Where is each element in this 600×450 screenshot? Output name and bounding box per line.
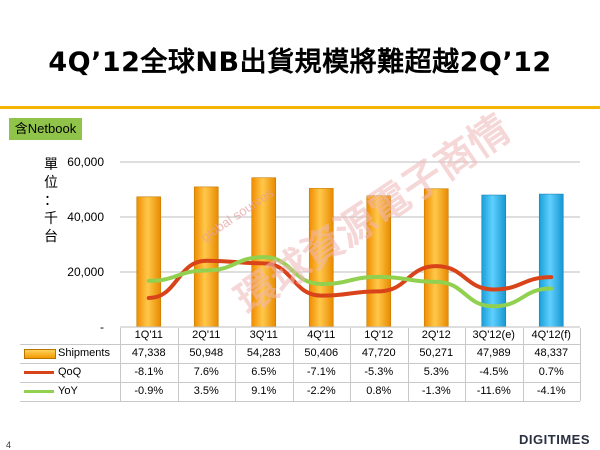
netbook-badge: 含Netbook xyxy=(9,118,82,140)
table-rule xyxy=(292,328,294,401)
data-label: 50,406 xyxy=(304,347,339,359)
legend-label: YoY xyxy=(58,385,78,397)
data-label: 9.1% xyxy=(251,385,277,397)
table-rule xyxy=(522,328,524,401)
shipments-bar xyxy=(136,196,162,328)
table-rule xyxy=(465,328,466,401)
data-label: -0.9% xyxy=(134,385,164,397)
legend-swatch-line xyxy=(24,390,54,393)
table-rule xyxy=(20,401,580,402)
table-rule xyxy=(580,328,581,401)
data-label: -8.1% xyxy=(134,366,164,378)
shipments-chart: 60,000 40,000 20,000 - xyxy=(67,155,580,334)
y-tick-label: 60,000 xyxy=(67,155,104,169)
legend-label: QoQ xyxy=(58,366,82,378)
shipments-bar xyxy=(193,186,219,328)
data-label: -1.3% xyxy=(421,385,451,397)
table-row: QoQ -8.1% 7.6% 6.5% -7.1% -5.3% 5.3% -4.5% 0.7% xyxy=(20,363,580,381)
data-label: -5.3% xyxy=(364,366,394,378)
table-rule xyxy=(20,344,580,345)
data-label: -4.5% xyxy=(479,366,509,378)
unit-label: 單位 ： 千台 xyxy=(43,156,59,246)
unit-char: 千 xyxy=(44,211,58,227)
table-rule xyxy=(20,382,580,383)
page-number: 4 xyxy=(6,440,12,450)
legend-swatch-bar xyxy=(24,349,56,359)
legend-entry: YoY xyxy=(20,382,140,400)
table-row: YoY -0.9% 3.5% 9.1% -2.2% 0.8% -1.3% -11.6% -4.1… xyxy=(20,382,580,400)
data-label: 47,989 xyxy=(476,347,511,359)
data-label: -7.1% xyxy=(306,366,336,378)
y-tick-label: - xyxy=(100,320,104,334)
unit-char: ： xyxy=(44,193,58,209)
data-label: 5.3% xyxy=(423,366,449,378)
shipments-bar xyxy=(308,188,334,328)
unit-char: 台 xyxy=(44,229,58,245)
data-label: 54,283 xyxy=(246,347,281,359)
data-label: 0.8% xyxy=(366,385,392,397)
digitimes-logo: DIGITIMES xyxy=(519,432,590,447)
category-label: 2Q'12 xyxy=(421,329,451,341)
table-rule xyxy=(235,328,236,401)
data-label: -2.2% xyxy=(306,385,336,397)
data-label: 6.5% xyxy=(251,366,277,378)
data-label: 50,271 xyxy=(419,347,454,359)
data-label: 50,948 xyxy=(189,347,224,359)
category-label: 3Q'11 xyxy=(249,329,278,341)
table-rule xyxy=(407,328,409,401)
data-label: -4.1% xyxy=(536,385,566,397)
data-label: 48,337 xyxy=(534,347,569,359)
page-title: 4Q’12全球NB出貨規模將難超越2Q’12 xyxy=(48,47,552,78)
category-label: 4Q'12(f) xyxy=(531,329,571,341)
table-rule xyxy=(120,328,121,401)
legend-label: Shipments xyxy=(58,347,110,359)
yoy-line xyxy=(146,255,554,309)
y-tick-label: 40,000 xyxy=(67,210,104,224)
shipments-bar xyxy=(538,193,564,328)
table-rule xyxy=(177,328,179,401)
table-rule xyxy=(20,363,580,364)
data-label: 47,720 xyxy=(361,347,396,359)
title-divider xyxy=(0,106,600,109)
table-row: Shipments 47,338 50,948 54,283 50,406 47,720 5… xyxy=(20,344,580,362)
legend-swatch-line xyxy=(24,371,54,374)
legend-entry: QoQ xyxy=(20,363,140,381)
unit-char: 位 xyxy=(44,175,58,191)
shipments-bar xyxy=(423,188,449,328)
unit-char: 單 xyxy=(44,157,58,173)
data-label: 47,338 xyxy=(131,347,166,359)
category-label: 4Q'11 xyxy=(307,329,336,341)
y-tick-label: 20,000 xyxy=(67,265,104,279)
data-label: 0.7% xyxy=(538,366,564,378)
data-label: 3.5% xyxy=(193,385,219,397)
table-rule xyxy=(350,328,351,401)
data-label: 7.6% xyxy=(193,366,219,378)
legend-entry: Shipments xyxy=(20,344,140,362)
category-label: 2Q'11 xyxy=(192,329,221,341)
category-label: 1Q'11 xyxy=(134,329,163,341)
category-label: 1Q'12 xyxy=(364,329,394,341)
shipments-bar xyxy=(251,177,277,328)
data-label: -11.6% xyxy=(476,385,511,397)
category-label: 3Q'12(e) xyxy=(472,329,515,341)
